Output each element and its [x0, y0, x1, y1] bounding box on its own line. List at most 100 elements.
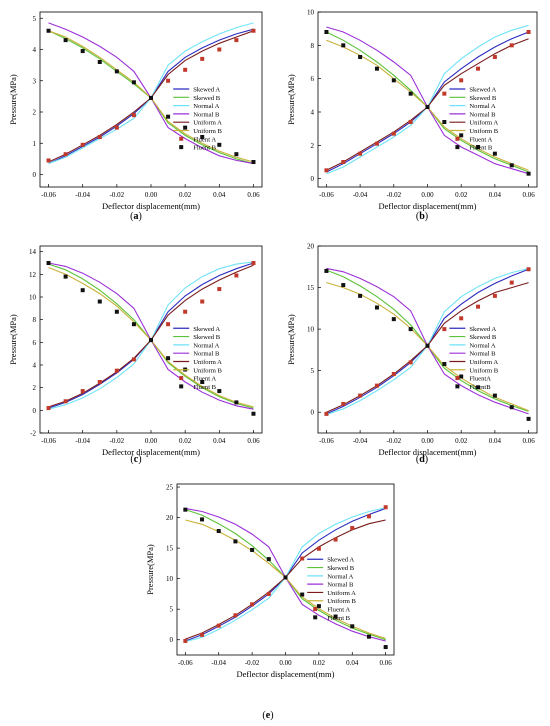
legend-entry: Normal B [327, 582, 354, 589]
x-tick-label: -0.06 [178, 659, 193, 667]
data-point-fluent-a [131, 357, 136, 362]
y-tick-label: 10 [166, 575, 174, 583]
y-axis-label: Pressure(MPa) [8, 314, 18, 365]
data-point-fluent-b [266, 557, 271, 562]
legend-entry: Fluent A [193, 376, 216, 383]
data-point-fluent-a [358, 151, 363, 156]
data-point-fluent-a [374, 141, 379, 146]
y-tick-label: 5 [33, 15, 37, 23]
data-point-fluent-b [183, 507, 188, 512]
data-point-fluent-b [234, 152, 239, 157]
data-point-fluent-b [200, 517, 205, 522]
data-point-fluent-a [217, 47, 222, 52]
x-tick-label: 0.00 [145, 191, 158, 199]
legend-entry: Uniform A [469, 359, 498, 366]
y-tick-label: 12 [29, 271, 37, 279]
series-line-normal-b [326, 26, 529, 175]
legend-entry: Skewed A [469, 87, 496, 94]
data-point-fluent-b [63, 274, 68, 279]
data-point-fluent-a [63, 399, 68, 404]
chart-panel-d: -0.06 -0.04 -0.02 0.00 0.02 0.04 0.06 0 5 10 15 20 D… [286, 243, 538, 465]
series-line-uniform-a [48, 264, 254, 408]
data-point-fluent-a [216, 623, 221, 628]
data-point-fluent-b [391, 78, 396, 83]
data-point-fluent-a [509, 43, 514, 48]
legend-swatch [455, 384, 460, 389]
x-tick-label: 0.02 [313, 659, 326, 667]
data-point-fluenta [442, 327, 447, 332]
y-tick-label: 10 [29, 294, 37, 302]
legend-entry: Fluent A [469, 136, 492, 143]
data-point-fluent-b [114, 69, 119, 74]
data-point-fluent-a [183, 309, 188, 314]
data-point-fluent-a [200, 299, 205, 304]
legend-entry: Fluent B [193, 145, 216, 152]
legend-entry: FluentB [469, 384, 491, 391]
x-axis-label: Deflector displacement(mm) [102, 201, 200, 211]
y-tick-label: -2 [30, 430, 36, 438]
y-tick-label: 2 [33, 109, 37, 117]
y-axis-label: Pressure(MPa) [286, 74, 296, 125]
y-tick-label: 6 [311, 75, 315, 83]
y-tick-label: 5 [311, 367, 315, 375]
legend-entry: Normal A [327, 573, 353, 580]
data-point-fluent-b [97, 60, 102, 64]
legend-swatch [313, 615, 318, 620]
data-point-fluent-b [459, 133, 464, 138]
legend-entry: Uniform A [193, 120, 222, 127]
data-point-fluenta [459, 316, 464, 321]
data-point-fluent-b [374, 66, 379, 71]
y-tick-label: 0 [311, 409, 315, 417]
legend-entry: Fluent B [327, 615, 350, 622]
x-tick-label: 0.04 [213, 191, 226, 199]
panel-label: (b) [416, 211, 428, 222]
data-point-fluent-a [266, 591, 271, 596]
x-tick-label: -0.04 [75, 191, 90, 199]
legend-entry: Normal B [469, 111, 496, 118]
data-point-fluent-a [316, 546, 321, 551]
data-point-fluent-a [350, 525, 355, 530]
data-point-fluent-b [149, 95, 153, 100]
x-axis-label: Deflector displacement(mm) [237, 669, 335, 679]
data-point-fluent-a [459, 78, 464, 83]
series-line-skewed-a [326, 31, 529, 173]
y-tick-label: 2 [311, 142, 315, 150]
y-tick-label: 20 [166, 514, 174, 522]
legend-entry: Uniform B [193, 367, 222, 374]
series-line-skewed-b [326, 31, 529, 173]
y-tick-label: 10 [307, 326, 315, 334]
data-point-fluent-b [80, 288, 85, 293]
y-tick-label: 0 [311, 175, 315, 183]
data-point-fluent-a [442, 91, 447, 96]
data-point-fluent-b [425, 105, 430, 109]
series-line-skewed-a [48, 262, 254, 409]
data-point-fluentb [442, 362, 447, 367]
data-point-fluent-a [251, 28, 256, 33]
data-point-fluent-a [200, 56, 205, 61]
legend-entry: Skewed B [469, 95, 497, 102]
data-point-fluenta [341, 401, 346, 406]
legend-entry: Skewed B [193, 334, 221, 341]
data-point-fluentb [358, 293, 363, 298]
data-point-fluent-a [63, 152, 68, 157]
y-tick-label: 14 [29, 248, 37, 256]
data-point-fluent-a [183, 638, 188, 643]
data-point-fluent-b [358, 55, 363, 59]
x-axis-label: Deflector displacement(mm) [379, 447, 477, 457]
data-point-fluent-b [316, 604, 321, 609]
chart-panel-e: -0.06 -0.04 -0.02 0.00 0.02 0.04 0.06 0 5 10 15 20 2… [145, 484, 395, 721]
x-tick-label: 0.04 [489, 191, 502, 199]
data-point-fluent-a [166, 78, 171, 83]
y-tick-label: 4 [33, 362, 37, 370]
data-point-fluent-a [97, 135, 102, 139]
data-point-fluent-a [300, 556, 305, 561]
legend-swatch [179, 136, 184, 141]
data-point-fluenta [408, 360, 413, 365]
data-point-fluentb [492, 393, 497, 398]
x-tick-label: 0.06 [522, 191, 535, 199]
legend-swatch [455, 145, 460, 150]
data-point-fluentb [391, 317, 396, 322]
data-point-fluent-a [114, 368, 119, 373]
